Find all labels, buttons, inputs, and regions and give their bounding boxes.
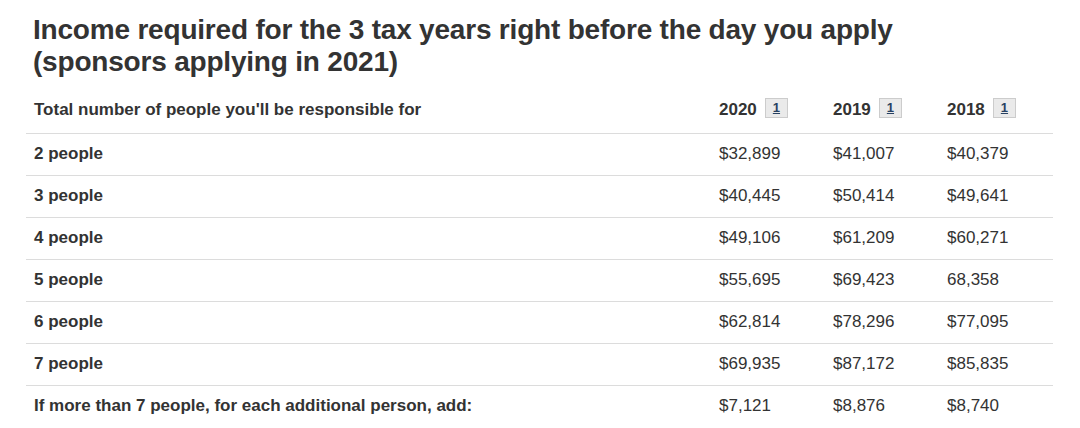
value-2019: $78,296 xyxy=(825,301,939,343)
value-2019: $8,876 xyxy=(825,385,939,427)
value-2019: $41,007 xyxy=(825,133,939,175)
value-2019: $50,414 xyxy=(825,175,939,217)
value-2019: $69,423 xyxy=(825,259,939,301)
table-row: 5 people $55,695 $69,423 68,358 xyxy=(26,259,1053,301)
row-label: If more than 7 people, for each addition… xyxy=(26,385,711,427)
table-row: 3 people $40,445 $50,414 $49,641 xyxy=(26,175,1053,217)
row-label: 3 people xyxy=(26,175,711,217)
table-row: If more than 7 people, for each addition… xyxy=(26,385,1053,427)
value-2018: $77,095 xyxy=(939,301,1053,343)
column-header-2018: 2018 1 xyxy=(939,92,1053,134)
value-2020: $49,106 xyxy=(711,217,825,259)
footnote-1-link[interactable]: 1 xyxy=(765,98,788,118)
row-label: 4 people xyxy=(26,217,711,259)
row-label: 7 people xyxy=(26,343,711,385)
value-2020: $32,899 xyxy=(711,133,825,175)
year-label-2019: 2019 xyxy=(833,100,871,119)
value-2018: $40,379 xyxy=(939,133,1053,175)
footnote-1-link[interactable]: 1 xyxy=(879,98,902,118)
value-2019: $87,172 xyxy=(825,343,939,385)
column-header-people: Total number of people you'll be respons… xyxy=(26,92,711,134)
table-row: 6 people $62,814 $78,296 $77,095 xyxy=(26,301,1053,343)
value-2018: $8,740 xyxy=(939,385,1053,427)
year-label-2018: 2018 xyxy=(947,100,985,119)
table-row: 7 people $69,935 $87,172 $85,835 xyxy=(26,343,1053,385)
value-2018: $49,641 xyxy=(939,175,1053,217)
row-label: 6 people xyxy=(26,301,711,343)
value-2018: $60,271 xyxy=(939,217,1053,259)
year-label-2020: 2020 xyxy=(719,100,757,119)
value-2019: $61,209 xyxy=(825,217,939,259)
value-2018: $85,835 xyxy=(939,343,1053,385)
value-2020: $7,121 xyxy=(711,385,825,427)
value-2020: $40,445 xyxy=(711,175,825,217)
column-header-people-label: Total number of people you'll be respons… xyxy=(34,100,421,119)
row-label: 2 people xyxy=(26,133,711,175)
table-row: 4 people $49,106 $61,209 $60,271 xyxy=(26,217,1053,259)
page-title: Income required for the 3 tax years righ… xyxy=(33,14,985,79)
column-header-2020: 2020 1 xyxy=(711,92,825,134)
income-requirements-table: Total number of people you'll be respons… xyxy=(26,92,1053,427)
footnote-1-link[interactable]: 1 xyxy=(993,98,1016,118)
value-2020: $62,814 xyxy=(711,301,825,343)
value-2018: 68,358 xyxy=(939,259,1053,301)
row-label: 5 people xyxy=(26,259,711,301)
table-row: 2 people $32,899 $41,007 $40,379 xyxy=(26,133,1053,175)
value-2020: $55,695 xyxy=(711,259,825,301)
column-header-2019: 2019 1 xyxy=(825,92,939,134)
income-table-page: Income required for the 3 tax years righ… xyxy=(0,0,1080,428)
value-2020: $69,935 xyxy=(711,343,825,385)
table-header-row: Total number of people you'll be respons… xyxy=(26,92,1053,134)
